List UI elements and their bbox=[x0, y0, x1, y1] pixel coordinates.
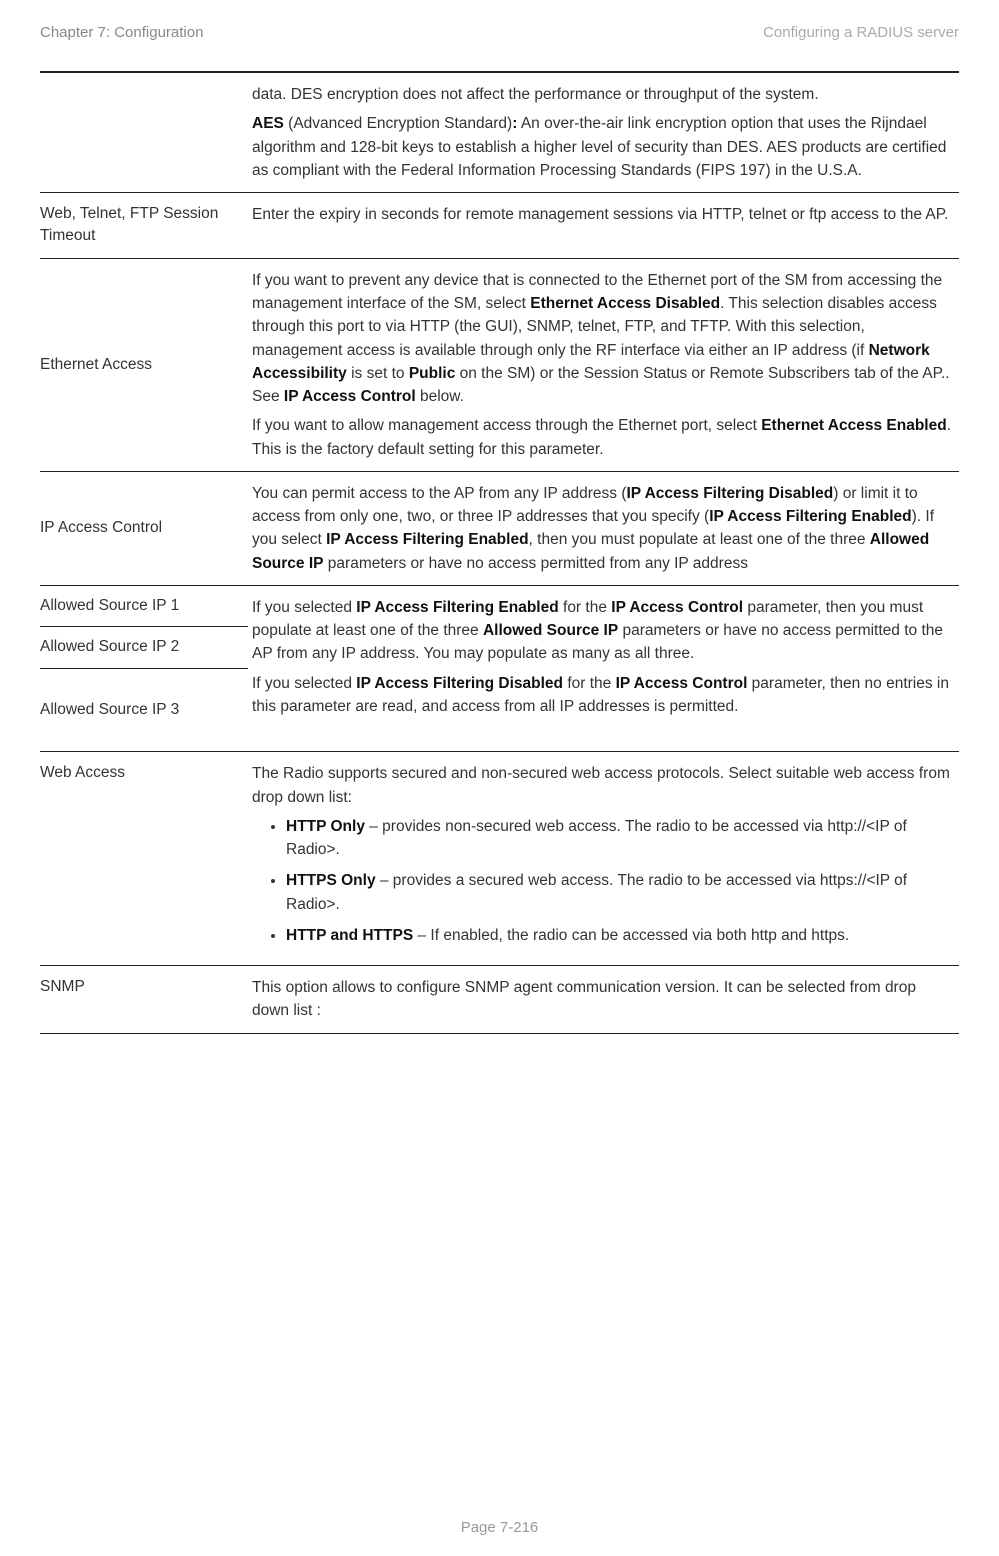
bold: IP Access Control bbox=[611, 599, 743, 616]
page-footer: Page 7-216 bbox=[0, 1519, 999, 1536]
page-header: Chapter 7: Configuration Configuring a R… bbox=[40, 24, 959, 41]
table-row: SNMP This option allows to configure SNM… bbox=[40, 966, 959, 1034]
grouped-labels: Allowed Source IP 1 Allowed Source IP 2 … bbox=[40, 586, 248, 751]
text: If you selected bbox=[252, 599, 356, 616]
web-access-intro: The Radio supports secured and non-secur… bbox=[252, 762, 955, 809]
text: is set to bbox=[347, 365, 409, 382]
aes-text1: (Advanced Encryption Standard) bbox=[284, 115, 512, 132]
row-content: If you want to prevent any device that i… bbox=[248, 259, 959, 471]
table-row: IP Access Control You can permit access … bbox=[40, 472, 959, 586]
bold: IP Access Filtering Enabled bbox=[709, 508, 911, 525]
text: for the bbox=[559, 599, 612, 616]
list-item: HTTP and HTTPS – If enabled, the radio c… bbox=[286, 924, 955, 947]
row-content: The Radio supports secured and non-secur… bbox=[248, 752, 959, 965]
header-right: Configuring a RADIUS server bbox=[763, 24, 959, 41]
allowed-ip3-label: Allowed Source IP 3 bbox=[40, 669, 248, 751]
bold: HTTPS Only bbox=[286, 872, 376, 889]
des-paragraph: data. DES encryption does not affect the… bbox=[252, 83, 955, 106]
text: – provides a secured web access. The rad… bbox=[286, 872, 907, 912]
header-left: Chapter 7: Configuration bbox=[40, 24, 203, 41]
bold: Allowed Source IP bbox=[483, 622, 618, 639]
document-page: Chapter 7: Configuration Configuring a R… bbox=[0, 0, 999, 1556]
bold: Ethernet Access Disabled bbox=[530, 295, 720, 312]
aes-label: AES bbox=[252, 115, 284, 132]
row-label: Ethernet Access bbox=[40, 259, 248, 471]
ethernet-p1: If you want to prevent any device that i… bbox=[252, 269, 955, 409]
table-row: Web, Telnet, FTP Session Timeout Enter t… bbox=[40, 193, 959, 259]
bold: IP Access Filtering Enabled bbox=[326, 531, 528, 548]
ethernet-p2: If you want to allow management access t… bbox=[252, 414, 955, 461]
aes-paragraph: AES (Advanced Encryption Standard): An o… bbox=[252, 112, 955, 182]
row-content: This option allows to configure SNMP age… bbox=[248, 966, 959, 1033]
bold: IP Access Filtering Disabled bbox=[356, 675, 563, 692]
web-access-list: HTTP Only – provides non-secured web acc… bbox=[252, 815, 955, 947]
allowed-ip2-label: Allowed Source IP 2 bbox=[40, 627, 248, 668]
row-label: IP Access Control bbox=[40, 472, 248, 585]
ip-access-paragraph: You can permit access to the AP from any… bbox=[252, 482, 955, 575]
table-row: Web Access The Radio supports secured an… bbox=[40, 752, 959, 966]
bold: Public bbox=[409, 365, 456, 382]
table-row: Ethernet Access If you want to prevent a… bbox=[40, 259, 959, 472]
allowed-ip1-label: Allowed Source IP 1 bbox=[40, 586, 248, 627]
text: – If enabled, the radio can be accessed … bbox=[413, 927, 849, 944]
bold: IP Access Control bbox=[284, 388, 416, 405]
table-row-grouped: Allowed Source IP 1 Allowed Source IP 2 … bbox=[40, 586, 959, 752]
row-content: You can permit access to the AP from any… bbox=[248, 472, 959, 585]
text: – provides non-secured web access. The r… bbox=[286, 818, 907, 858]
row-label: Web, Telnet, FTP Session Timeout bbox=[40, 193, 248, 258]
list-item: HTTPS Only – provides a secured web acce… bbox=[286, 869, 955, 916]
text: parameters or have no access permitted f… bbox=[324, 555, 748, 572]
bold: IP Access Filtering Disabled bbox=[627, 485, 834, 502]
bold: HTTP and HTTPS bbox=[286, 927, 413, 944]
text: You can permit access to the AP from any… bbox=[252, 485, 627, 502]
text: below. bbox=[416, 388, 464, 405]
text: , then you must populate at least one of… bbox=[529, 531, 870, 548]
text: If you want to allow management access t… bbox=[252, 417, 761, 434]
text: for the bbox=[563, 675, 616, 692]
ip-access-label: IP Access Control bbox=[40, 517, 162, 539]
bold: HTTP Only bbox=[286, 818, 365, 835]
row-content: data. DES encryption does not affect the… bbox=[248, 73, 959, 192]
row-content: Enter the expiry in seconds for remote m… bbox=[248, 193, 959, 258]
grouped-content: If you selected IP Access Filtering Enab… bbox=[248, 586, 959, 751]
ethernet-access-label: Ethernet Access bbox=[40, 354, 152, 376]
bold: IP Access Filtering Enabled bbox=[356, 599, 558, 616]
table-row: data. DES encryption does not affect the… bbox=[40, 73, 959, 193]
row-label-empty bbox=[40, 73, 248, 192]
bold: IP Access Control bbox=[616, 675, 748, 692]
text: If you selected bbox=[252, 675, 356, 692]
bold: Ethernet Access Enabled bbox=[761, 417, 947, 434]
config-table: data. DES encryption does not affect the… bbox=[40, 71, 959, 1034]
row-label: Web Access bbox=[40, 752, 248, 965]
row-label: SNMP bbox=[40, 966, 248, 1033]
allowed-p2: If you selected IP Access Filtering Disa… bbox=[252, 672, 955, 719]
list-item: HTTP Only – provides non-secured web acc… bbox=[286, 815, 955, 862]
allowed-p1: If you selected IP Access Filtering Enab… bbox=[252, 596, 955, 666]
